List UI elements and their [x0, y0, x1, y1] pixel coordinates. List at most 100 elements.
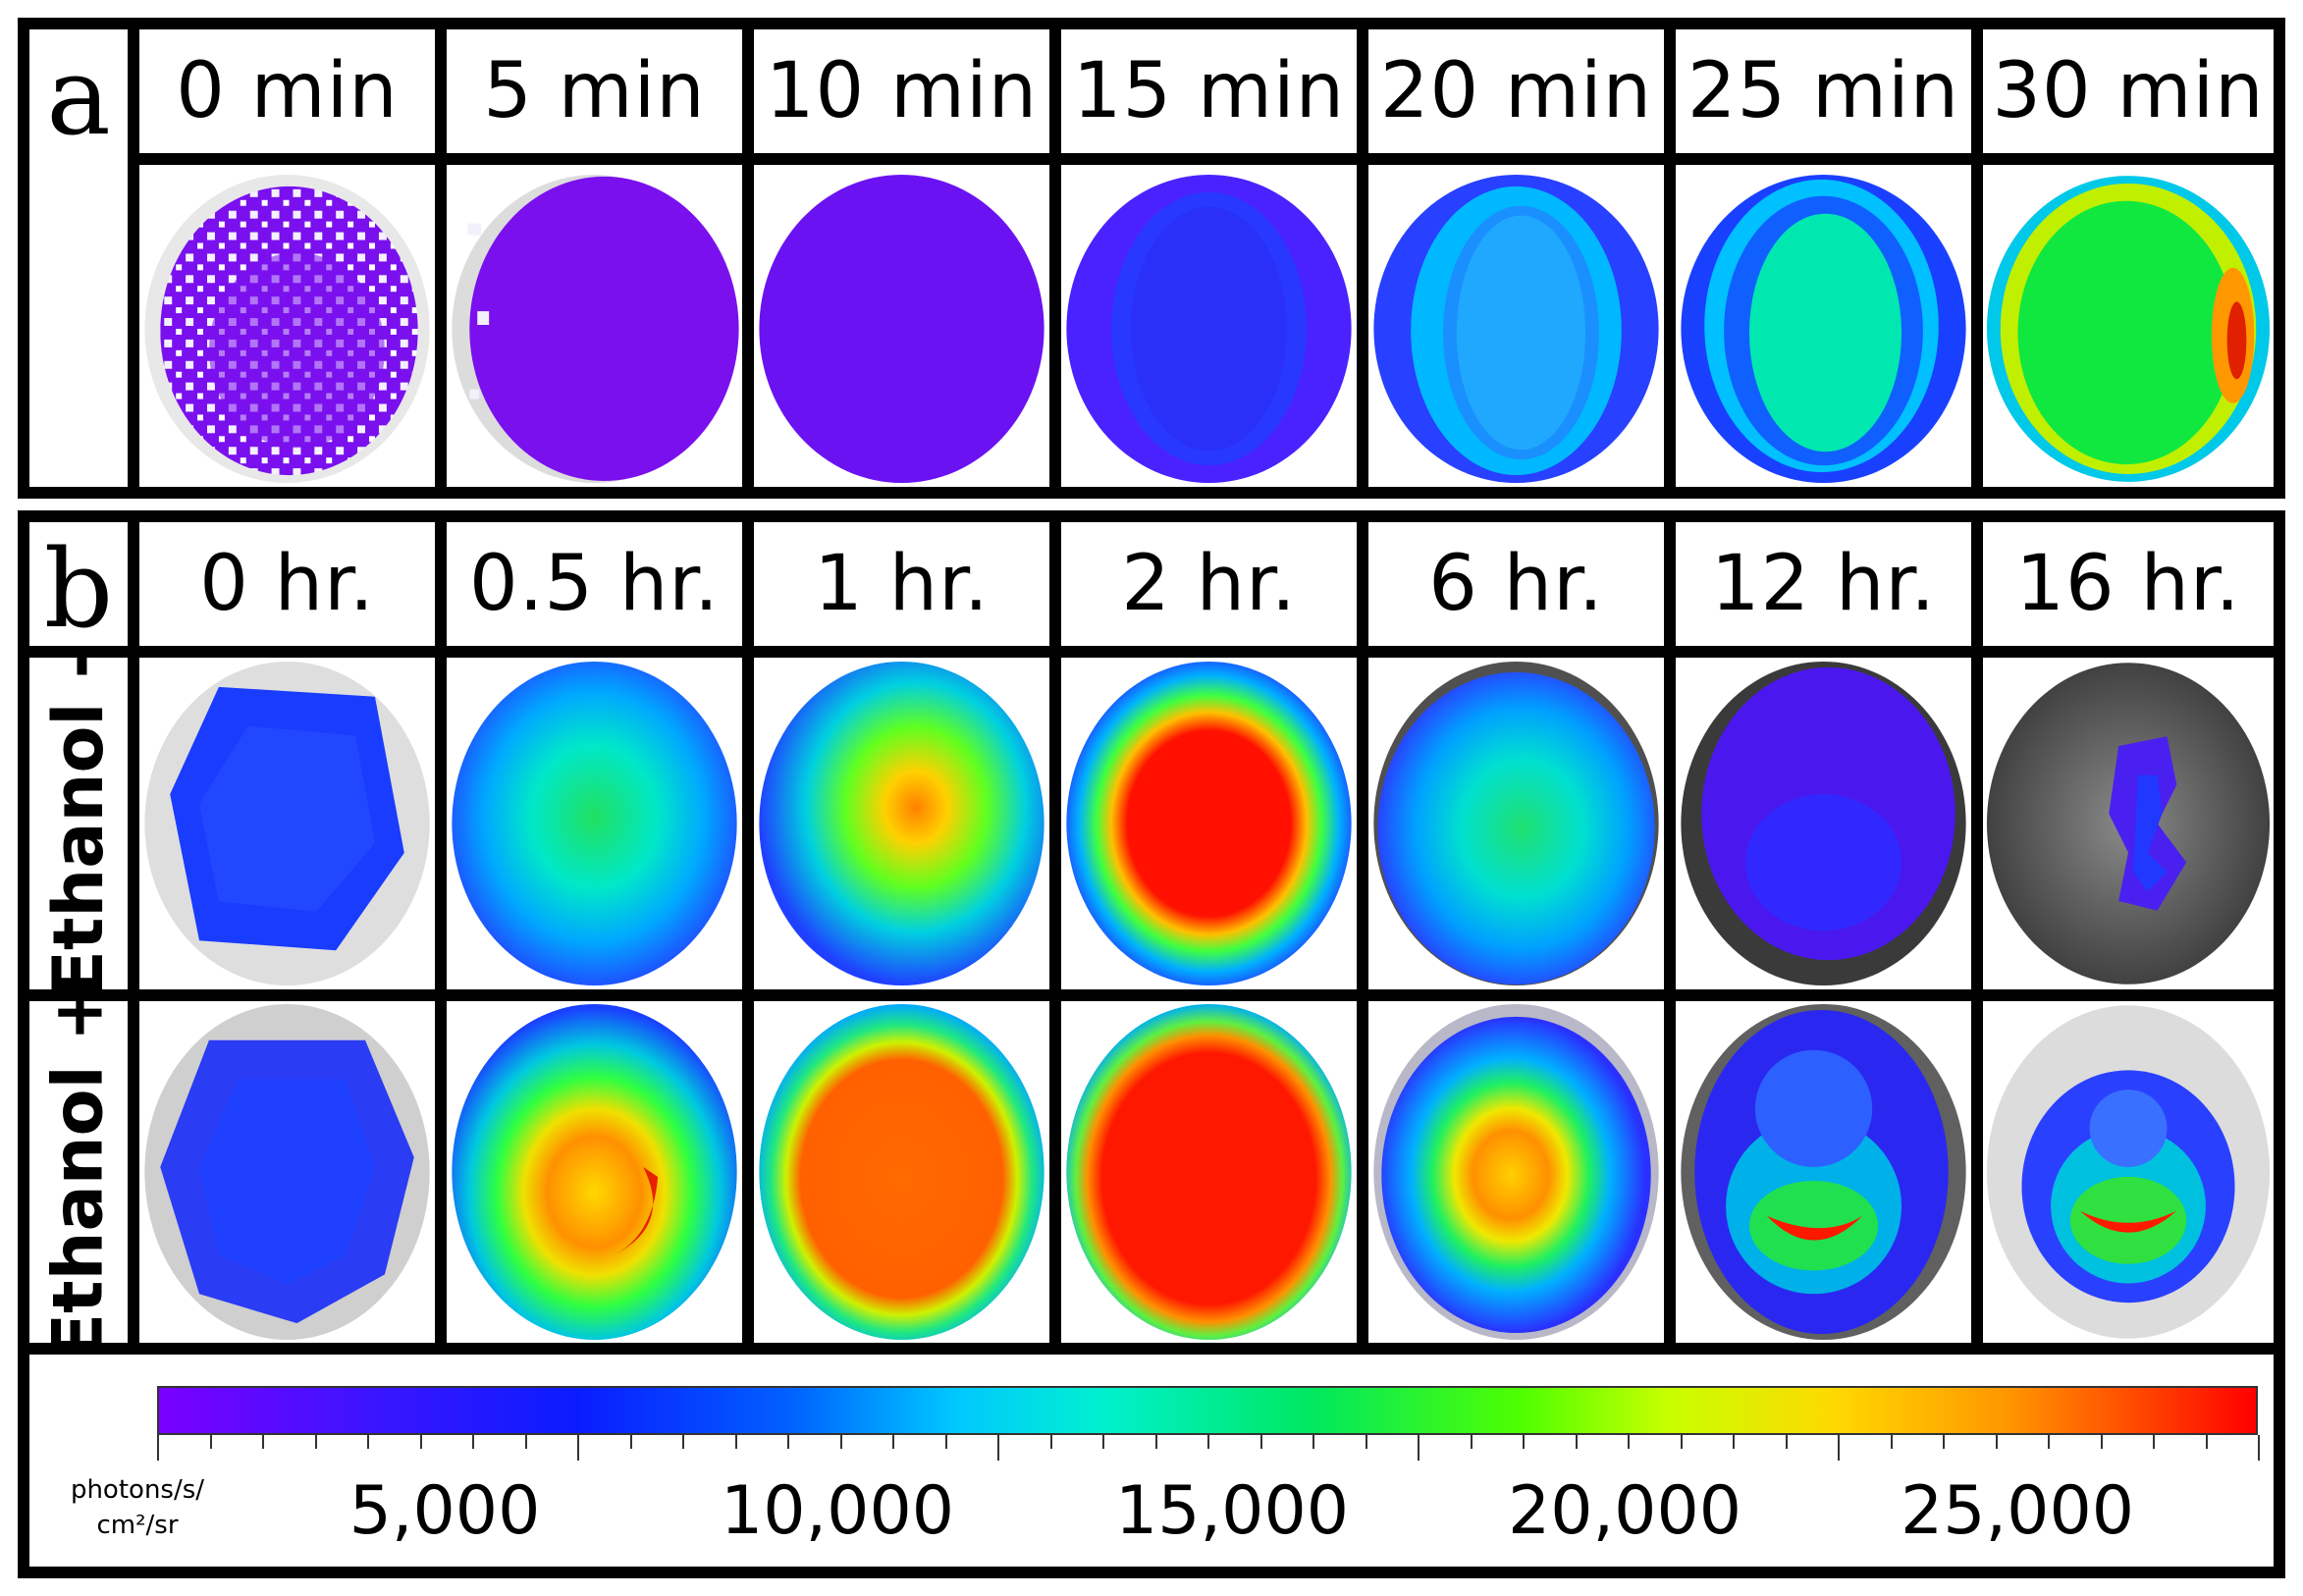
- time-label-a-3: 15 min: [1061, 29, 1357, 153]
- time-label-b-2: 1 hr.: [754, 522, 1049, 646]
- scale-tick: [157, 1435, 159, 1461]
- well-a-6: [1983, 165, 2274, 487]
- scale-tick: [840, 1435, 842, 1449]
- well-b-minus-5: [1676, 658, 1971, 989]
- scale-unit-line-2: cm²/sr: [96, 1511, 179, 1540]
- scale-tick: [2206, 1435, 2208, 1449]
- well-b-minus-1: [447, 658, 742, 989]
- well-b-minus-5-image: [1681, 661, 1966, 986]
- time-label-a-5: 25 min: [1676, 29, 1971, 153]
- well-a-1: [447, 165, 742, 487]
- scale-tick: [1838, 1435, 1840, 1461]
- well-b-plus-2-image: [759, 1003, 1044, 1341]
- scale-label-15000: 15,000: [1115, 1472, 1349, 1550]
- scale-label-10000: 10,000: [721, 1472, 954, 1550]
- well-a-2-image: [759, 174, 1044, 484]
- scale-tick: [2101, 1435, 2103, 1449]
- scale-tick: [1102, 1435, 1104, 1449]
- well-a-4: [1368, 165, 1664, 487]
- well-b-minus-3: [1061, 658, 1357, 989]
- scale-tick: [735, 1435, 737, 1449]
- scale-tick: [1628, 1435, 1630, 1449]
- scale-tick: [630, 1435, 632, 1449]
- time-label-a-0: 0 min: [139, 29, 435, 153]
- well-a-0: [139, 165, 435, 487]
- scale-tick: [420, 1435, 422, 1449]
- time-label-b-1: 0.5 hr.: [447, 522, 742, 646]
- time-label-a-2: 10 min: [754, 29, 1049, 153]
- scale-tick: [472, 1435, 474, 1449]
- color-scale-ticks: [157, 1435, 2260, 1464]
- well-b-minus-6-image: [1986, 663, 2271, 984]
- well-b-minus-0-image: [144, 661, 430, 986]
- well-b-plus-4-image: [1373, 1003, 1659, 1341]
- scale-tick: [2153, 1435, 2155, 1449]
- well-b-plus-1: [447, 1001, 742, 1343]
- time-label-a-6: 30 min: [1983, 29, 2274, 153]
- scale-tick: [1523, 1435, 1525, 1449]
- scale-tick: [1366, 1435, 1367, 1449]
- well-b-plus-0: [139, 1001, 435, 1343]
- well-a-5: [1676, 165, 1971, 487]
- well-b-minus-2: [754, 658, 1049, 989]
- well-a-4-image: [1373, 174, 1659, 484]
- scale-tick: [682, 1435, 684, 1449]
- well-b-minus-6: [1983, 658, 2274, 989]
- panel-a-letter-text: a: [46, 33, 111, 159]
- scale-tick: [2048, 1435, 2050, 1449]
- scale-tick: [577, 1435, 579, 1461]
- scale-tick: [525, 1435, 527, 1449]
- scale-unit-line-1: photons/s/: [70, 1475, 205, 1505]
- well-b-plus-3-image: [1066, 1003, 1352, 1341]
- scale-tick: [1996, 1435, 1998, 1449]
- color-scale-bar: [157, 1386, 2258, 1435]
- scale-tick: [1681, 1435, 1683, 1449]
- panel-b-letter: b: [29, 522, 128, 646]
- scale-tick: [210, 1435, 212, 1449]
- panel-b: b 0 hr. 0.5 hr. 1 hr. 2 hr. 6 hr. 12 hr.…: [18, 510, 2285, 1578]
- scale-tick: [1312, 1435, 1314, 1449]
- well-b-minus-2-image: [759, 661, 1044, 986]
- well-a-2: [754, 165, 1049, 487]
- time-label-b-4: 6 hr.: [1368, 522, 1664, 646]
- well-b-plus-0-image: [144, 1003, 430, 1341]
- scale-tick: [997, 1435, 999, 1461]
- scale-label-5000: 5,000: [348, 1472, 541, 1550]
- time-label-b-5: 12 hr.: [1676, 522, 1971, 646]
- time-label-b-3: 2 hr.: [1061, 522, 1357, 646]
- well-b-minus-4-image: [1373, 661, 1659, 986]
- scale-tick: [1733, 1435, 1735, 1449]
- scale-tick: [1891, 1435, 1893, 1449]
- scale-tick: [1943, 1435, 1945, 1449]
- scale-tick: [1155, 1435, 1157, 1449]
- scale-tick: [262, 1435, 264, 1449]
- scale-tick: [2258, 1435, 2260, 1461]
- well-b-plus-2: [754, 1001, 1049, 1343]
- scale-tick: [315, 1435, 317, 1449]
- well-b-plus-3: [1061, 1001, 1357, 1343]
- time-label-a-1: 5 min: [447, 29, 742, 153]
- well-a-0-image: [144, 174, 430, 484]
- scale-label-20000: 20,000: [1508, 1472, 1741, 1550]
- time-label-a-4: 20 min: [1368, 29, 1664, 153]
- well-b-minus-3-image: [1066, 661, 1352, 986]
- well-b-plus-6: [1983, 1001, 2274, 1343]
- well-a-5-image: [1681, 174, 1966, 484]
- scale-tick: [1260, 1435, 1262, 1449]
- color-scale-panel: photons/s/ cm²/sr 5,000 10,000 15,000 20…: [29, 1355, 2274, 1567]
- well-b-plus-4: [1368, 1001, 1664, 1343]
- scale-tick: [945, 1435, 947, 1449]
- row-label-ethanol-plus: Ethanol +: [29, 1001, 128, 1343]
- panel-a-letter: a: [29, 29, 128, 487]
- scale-unit-label: photons/s/ cm²/sr: [59, 1472, 216, 1543]
- scale-tick: [1576, 1435, 1578, 1449]
- well-b-minus-1-image: [452, 661, 737, 986]
- scale-tick: [787, 1435, 789, 1449]
- panel-a: a 0 min 5 min 10 min 15 min 20 min 25 mi…: [18, 18, 2285, 499]
- well-b-plus-6-image: [1986, 1005, 2271, 1339]
- well-b-plus-5: [1676, 1001, 1971, 1343]
- time-label-b-6: 16 hr.: [1983, 522, 2274, 646]
- scale-label-25000: 25,000: [1901, 1472, 2134, 1550]
- well-a-6-image: [1986, 176, 2271, 482]
- scale-tick: [1050, 1435, 1052, 1449]
